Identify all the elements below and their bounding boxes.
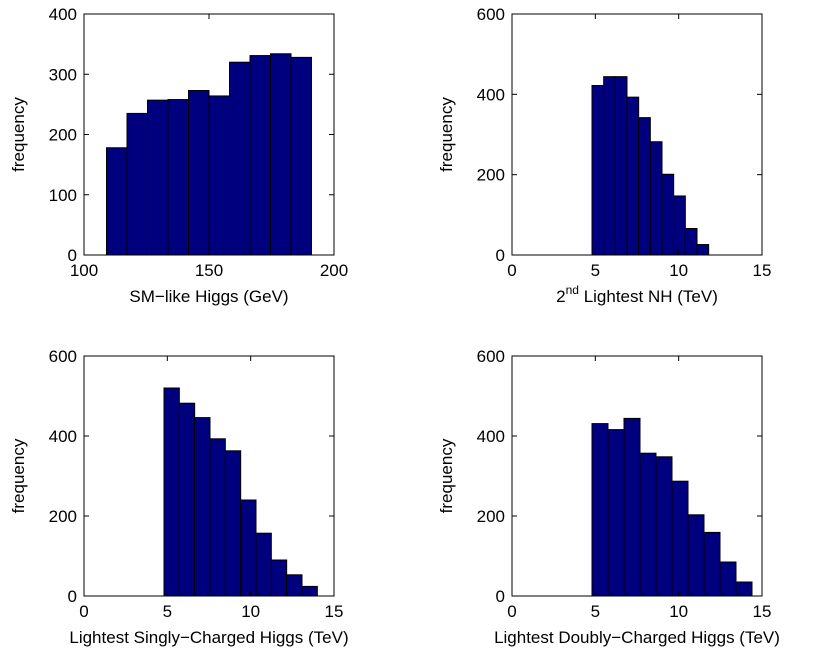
x-tick-label: 15 bbox=[325, 602, 344, 621]
histogram-bar bbox=[229, 61, 251, 256]
y-tick-label: 0 bbox=[68, 587, 77, 606]
y-axis-label: frequency bbox=[437, 438, 456, 513]
y-tick-label: 600 bbox=[49, 347, 77, 366]
histogram-bar bbox=[209, 438, 226, 597]
histogram-bar bbox=[591, 423, 609, 597]
histogram-bar bbox=[687, 514, 705, 597]
x-tick-label: 5 bbox=[591, 602, 600, 621]
histogram-bar bbox=[673, 195, 686, 256]
x-axis-label: SM−like Higgs (GeV) bbox=[129, 287, 288, 306]
histogram-bar bbox=[188, 90, 210, 256]
x-tick-label: 100 bbox=[70, 261, 98, 280]
x-tick-label: 10 bbox=[241, 602, 260, 621]
x-tick-label: 5 bbox=[591, 261, 600, 280]
x-tick-label: 0 bbox=[507, 602, 516, 621]
x-tick-label: 150 bbox=[195, 261, 223, 280]
y-tick-label: 400 bbox=[477, 85, 505, 104]
histogram-bar bbox=[649, 141, 663, 256]
histogram-bar bbox=[255, 532, 272, 597]
histogram-bar bbox=[290, 56, 312, 256]
y-tick-label: 300 bbox=[49, 65, 77, 84]
x-axis-label: Lightest Singly−Charged Higgs (TeV) bbox=[69, 628, 348, 647]
histogram-bar bbox=[270, 559, 288, 597]
y-tick-label: 0 bbox=[68, 246, 77, 265]
histogram-bar bbox=[240, 499, 257, 597]
histogram-bar bbox=[224, 450, 242, 597]
histogram-bar bbox=[719, 561, 737, 597]
histogram-bar bbox=[147, 99, 169, 256]
histogram-bar bbox=[603, 76, 616, 256]
histogram-bar bbox=[194, 417, 211, 597]
histogram-lightest-singly-charged-higgs: 0 5 10 15 0 200 400 600 Lightest Singly−Charged … bbox=[9, 347, 349, 647]
histogram-bar bbox=[178, 402, 196, 597]
y-tick-label: 400 bbox=[49, 5, 77, 24]
histogram-bar bbox=[638, 117, 651, 256]
x-tick-label: 5 bbox=[163, 602, 172, 621]
histogram-bar bbox=[163, 387, 180, 597]
x-tick-label: 15 bbox=[753, 261, 772, 280]
y-axis-label: frequency bbox=[9, 97, 28, 172]
histogram-bar bbox=[591, 84, 605, 256]
histogram-bar bbox=[286, 574, 303, 597]
x-tick-label: 0 bbox=[507, 261, 516, 280]
y-tick-label: 0 bbox=[496, 246, 505, 265]
histogram-bar bbox=[270, 53, 292, 256]
histogram-bar bbox=[623, 417, 641, 597]
y-axis-label: frequency bbox=[9, 438, 28, 513]
histogram-bar bbox=[639, 452, 657, 597]
histogram-bar bbox=[735, 581, 753, 597]
histogram-bar bbox=[167, 99, 189, 256]
y-tick-label: 600 bbox=[477, 347, 505, 366]
histogram-bar bbox=[655, 456, 673, 597]
histogram-second-lightest-nh: 0 5 10 15 0 200 400 600 2nd Lightest NH (TeV) fre… bbox=[437, 5, 771, 306]
histogram-bar bbox=[671, 480, 689, 597]
x-tick-label: 0 bbox=[79, 602, 88, 621]
y-tick-label: 200 bbox=[477, 166, 505, 185]
x-tick-label: 200 bbox=[320, 261, 348, 280]
histogram-bar bbox=[626, 96, 640, 256]
histogram-bar bbox=[684, 227, 698, 256]
y-tick-label: 200 bbox=[49, 126, 77, 145]
x-axis-label-rest: Lightest NH (TeV) bbox=[579, 287, 718, 306]
histogram-bar bbox=[249, 55, 271, 256]
histogram-lightest-doubly-charged-higgs: 0 5 10 15 0 200 400 600 Lightest Doubly−Charged … bbox=[437, 347, 780, 647]
y-tick-label: 600 bbox=[477, 5, 505, 24]
x-axis-label: 2nd Lightest NH (TeV) bbox=[556, 283, 718, 306]
y-tick-label: 0 bbox=[496, 587, 505, 606]
x-tick-label: 10 bbox=[669, 261, 688, 280]
x-axis-label: Lightest Doubly−Charged Higgs (TeV) bbox=[494, 628, 780, 647]
x-tick-label: 10 bbox=[669, 602, 688, 621]
y-tick-label: 200 bbox=[49, 507, 77, 526]
histogram-bar bbox=[301, 585, 318, 597]
histogram-bar bbox=[208, 95, 230, 256]
histogram-bar bbox=[106, 147, 128, 256]
histogram-bar bbox=[661, 173, 675, 256]
y-tick-label: 100 bbox=[49, 186, 77, 205]
histogram-bar bbox=[607, 429, 625, 597]
histogram-bar bbox=[703, 531, 721, 597]
histogram-bar bbox=[614, 76, 628, 256]
histogram-bar bbox=[696, 244, 710, 256]
x-axis-label-base: 2 bbox=[556, 287, 565, 306]
y-axis-label: frequency bbox=[437, 97, 456, 172]
x-axis-label-superscript: nd bbox=[566, 283, 579, 297]
y-tick-label: 400 bbox=[49, 427, 77, 446]
y-tick-label: 200 bbox=[477, 507, 505, 526]
x-tick-label: 15 bbox=[753, 602, 772, 621]
y-tick-label: 400 bbox=[477, 427, 505, 446]
histogram-bar bbox=[126, 112, 148, 256]
